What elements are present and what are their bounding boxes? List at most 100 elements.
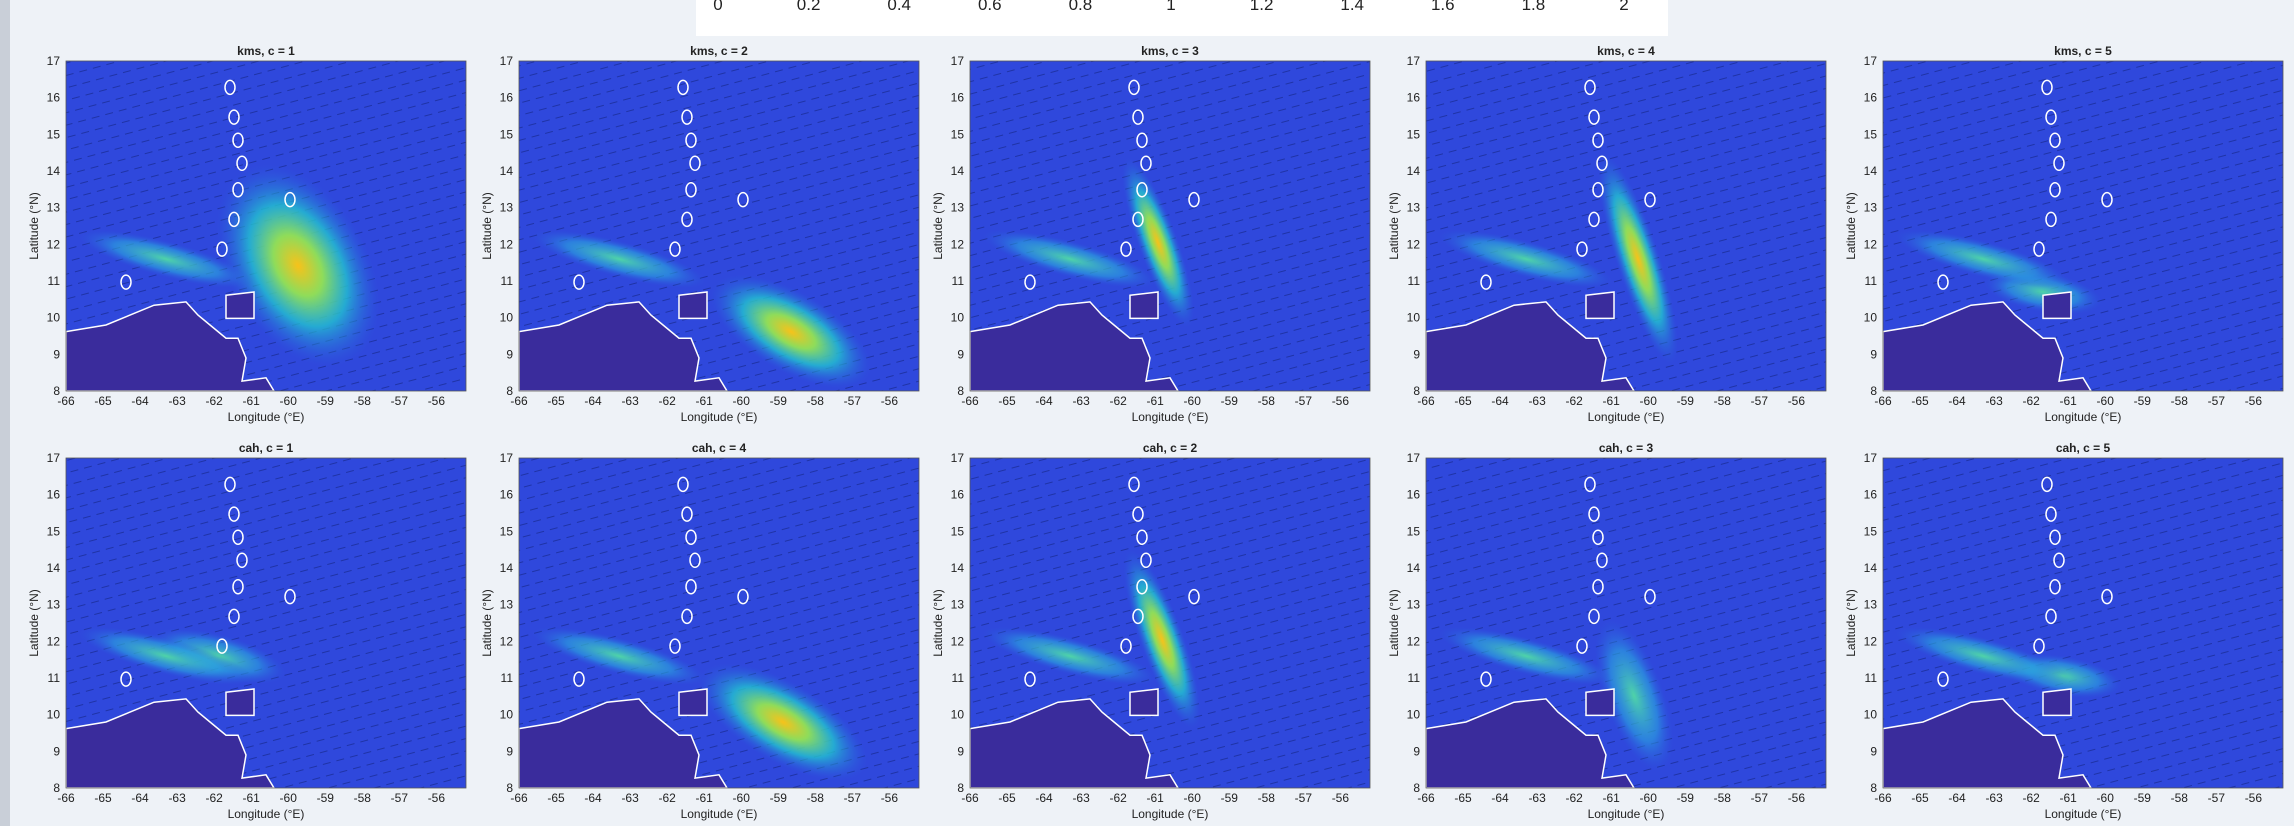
- x-tick-label: -62: [1565, 394, 1583, 408]
- island: [2045, 608, 2057, 625]
- island: [1588, 109, 1600, 125]
- y-tick-label: 13: [1864, 201, 1878, 215]
- y-tick-label: 12: [951, 237, 965, 251]
- y-tick-label: 9: [957, 347, 964, 361]
- y-tick-label: 15: [951, 524, 965, 538]
- island: [1136, 132, 1148, 148]
- y-tick-label: 17: [47, 54, 61, 68]
- island: [120, 671, 132, 687]
- y-tick-label: 9: [1413, 744, 1420, 758]
- island: [1592, 529, 1604, 545]
- island: [2045, 506, 2057, 522]
- island: [669, 241, 681, 257]
- y-tick-label: 8: [53, 384, 60, 398]
- x-tick-label: -56: [1788, 394, 1806, 408]
- island-trinidad: [678, 688, 708, 717]
- x-axis-label: Longitude (°E): [1588, 807, 1665, 821]
- x-tick-label: -66: [1874, 791, 1892, 805]
- x-tick-label: -61: [1603, 394, 1621, 408]
- x-tick-label: -58: [1258, 791, 1276, 805]
- x-tick-label: -65: [998, 394, 1016, 408]
- y-axis-label: Latitude (°N): [1387, 589, 1401, 657]
- x-tick-label: -65: [547, 791, 565, 805]
- panel-title: kms, c = 4: [1597, 44, 1655, 58]
- island: [2041, 476, 2053, 493]
- current-streak: [531, 626, 707, 686]
- current-speed: [1598, 154, 1678, 364]
- y-tick-label: 10: [1864, 311, 1878, 325]
- x-axis-label: Longitude (°E): [1588, 410, 1665, 424]
- y-tick-label: 11: [1865, 274, 1878, 288]
- current-streak: [982, 626, 1158, 686]
- y-tick-label: 11: [501, 671, 514, 685]
- island: [228, 211, 240, 228]
- current-streak: [1438, 229, 1614, 289]
- map-frame: [518, 60, 920, 392]
- island: [2049, 181, 2061, 198]
- y-tick-label: 8: [506, 384, 513, 398]
- island: [1132, 109, 1144, 125]
- colorbar-tick: 1.6: [1431, 0, 1455, 14]
- island: [2101, 588, 2113, 605]
- y-tick-label: 11: [1408, 671, 1421, 685]
- x-tick-label: -60: [2097, 394, 2115, 408]
- island: [232, 578, 244, 595]
- x-tick-label: -66: [57, 791, 75, 805]
- y-tick-label: 12: [500, 237, 514, 251]
- y-tick-label: 9: [53, 347, 60, 361]
- colorbar-tick: 0: [713, 0, 722, 14]
- island: [1132, 608, 1144, 625]
- colorbar-tick: 0.2: [797, 0, 821, 14]
- island: [685, 529, 697, 545]
- island: [2033, 241, 2045, 257]
- y-tick-label: 13: [47, 201, 61, 215]
- y-tick-label: 8: [1870, 384, 1877, 398]
- current-speed: [1123, 549, 1201, 730]
- island: [1584, 79, 1596, 96]
- land: [1425, 301, 1636, 392]
- land: [1882, 301, 2093, 392]
- y-tick-label: 8: [957, 384, 964, 398]
- island: [681, 109, 693, 125]
- current-streak: [78, 229, 254, 289]
- island: [1128, 476, 1140, 493]
- island: [1937, 671, 1949, 687]
- x-tick-label: -62: [205, 791, 223, 805]
- island: [1136, 529, 1148, 545]
- y-tick-label: 11: [952, 274, 965, 288]
- panel-title: cah, c = 3: [1599, 441, 1654, 455]
- x-tick-label: -65: [1911, 791, 1929, 805]
- y-tick-label: 9: [53, 744, 60, 758]
- colorbar-tick: 0.4: [887, 0, 911, 14]
- x-tick-label: -66: [961, 791, 979, 805]
- x-tick-label: -60: [1640, 394, 1658, 408]
- colorbar-tick: 1.4: [1340, 0, 1364, 14]
- y-tick-label: 13: [951, 201, 965, 215]
- x-tick-label: -59: [1221, 394, 1239, 408]
- x-tick-label: -60: [733, 791, 751, 805]
- x-tick-label: -59: [770, 394, 788, 408]
- x-tick-label: -62: [2022, 791, 2040, 805]
- island: [228, 506, 240, 522]
- y-tick-label: 14: [951, 164, 965, 178]
- y-axis-label: Latitude (°N): [1844, 192, 1858, 260]
- y-tick-label: 13: [500, 201, 514, 215]
- island: [2049, 132, 2061, 148]
- island: [224, 79, 236, 96]
- x-tick-label: -60: [1640, 791, 1658, 805]
- map-panel: kms, c = 4 -66 -65 -64 -63 -62 -61 -60 -59 -58 -57…: [1387, 44, 1827, 424]
- x-tick-label: -61: [2060, 791, 2078, 805]
- island: [1592, 132, 1604, 148]
- y-tick-label: 17: [500, 451, 514, 465]
- y-tick-label: 12: [1407, 634, 1421, 648]
- island: [689, 155, 701, 172]
- x-tick-label: -64: [1035, 791, 1053, 805]
- y-tick-label: 9: [1870, 744, 1877, 758]
- x-tick-label: -61: [2060, 394, 2078, 408]
- island: [1140, 552, 1152, 569]
- x-tick-label: -56: [428, 791, 446, 805]
- current-speed: [698, 663, 868, 781]
- current-speed: [710, 274, 872, 389]
- y-tick-label: 8: [1870, 781, 1877, 795]
- island: [1120, 638, 1132, 654]
